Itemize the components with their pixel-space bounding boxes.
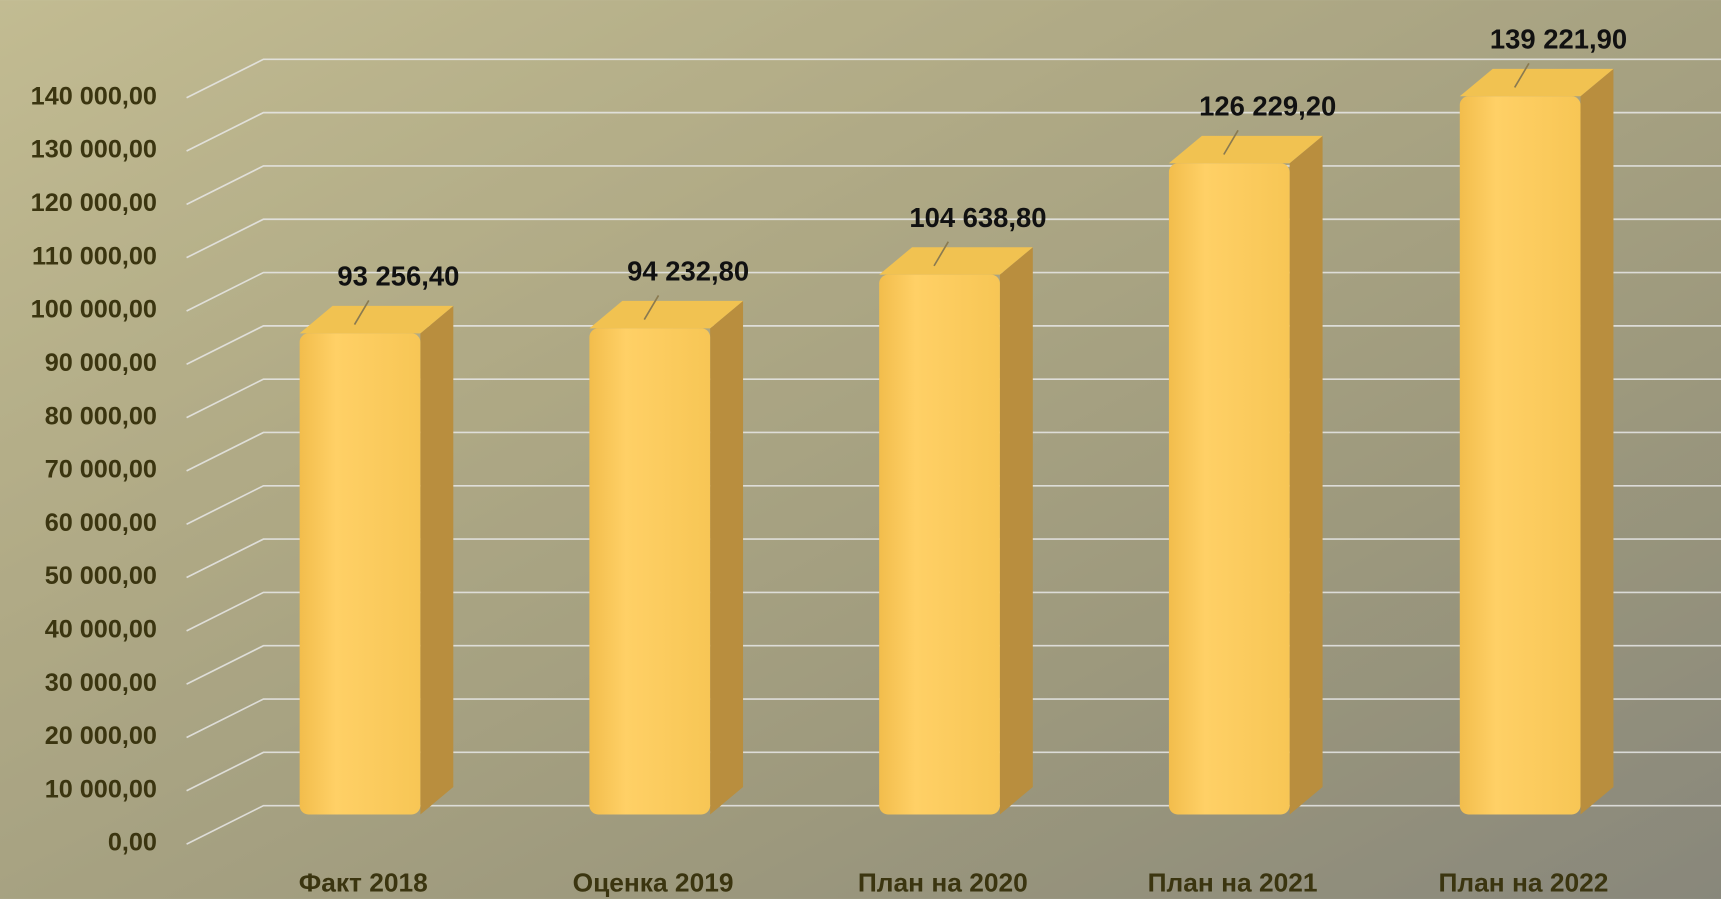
bar: [879, 274, 1000, 815]
leader-line: [933, 241, 950, 267]
value-label: 104 638,80: [909, 202, 1046, 233]
bar: [299, 333, 421, 815]
leader-line: [353, 300, 370, 326]
plot: 0,00 10 000,00 20 000,00 30 000,00 40 000,00…: [31, 24, 1721, 898]
y-tick-label: 110 000,00: [32, 242, 157, 270]
y-tick-label: 60 000,00: [45, 509, 157, 537]
bar: [589, 328, 711, 815]
y-tick-label: 0,00: [108, 829, 157, 857]
bar-side: [710, 300, 744, 815]
x-tick-label: План на 2022: [1438, 868, 1608, 898]
leader-line: [1223, 129, 1239, 155]
bar-top: [589, 300, 744, 329]
x-tick-label: Оценка 2019: [573, 868, 734, 898]
value-label: 126 229,20: [1199, 91, 1336, 122]
value-label: 93 256,40: [337, 261, 459, 292]
y-tick-label: 70 000,00: [45, 456, 157, 484]
y-tick-label: 80 000,00: [45, 402, 157, 430]
bar-side: [420, 305, 454, 815]
grid-line: [186, 58, 1721, 99]
x-tick-label: План на 2020: [858, 868, 1028, 898]
x-tick-label: Факт 2018: [299, 868, 428, 898]
y-tick-label: 30 000,00: [45, 669, 157, 697]
grid-line: [186, 111, 1721, 152]
y-tick-label: 100 000,00: [31, 296, 157, 324]
value-label: 94 232,80: [627, 256, 749, 287]
bar-top: [1168, 135, 1323, 164]
bar-top: [299, 305, 454, 334]
bar-top: [1459, 68, 1614, 97]
leader-line: [1513, 62, 1530, 88]
value-label: 139 221,90: [1490, 24, 1627, 55]
bar-side: [999, 247, 1033, 815]
y-tick-label: 20 000,00: [45, 722, 157, 750]
bar-side: [1289, 135, 1323, 815]
y-tick-label: 140 000,00: [31, 82, 157, 110]
leader-line: [643, 294, 660, 320]
bar: [1459, 96, 1581, 815]
y-tick-label: 10 000,00: [45, 775, 157, 803]
bar-top: [879, 247, 1033, 275]
x-tick-label: План на 2021: [1148, 868, 1318, 898]
bar-side: [1580, 68, 1614, 815]
bar: [1168, 163, 1290, 815]
y-tick-label: 130 000,00: [31, 136, 157, 164]
y-tick-label: 90 000,00: [45, 349, 157, 377]
y-tick-label: 120 000,00: [31, 189, 157, 217]
y-tick-label: 50 000,00: [45, 562, 157, 590]
y-tick-label: 40 000,00: [45, 616, 157, 644]
